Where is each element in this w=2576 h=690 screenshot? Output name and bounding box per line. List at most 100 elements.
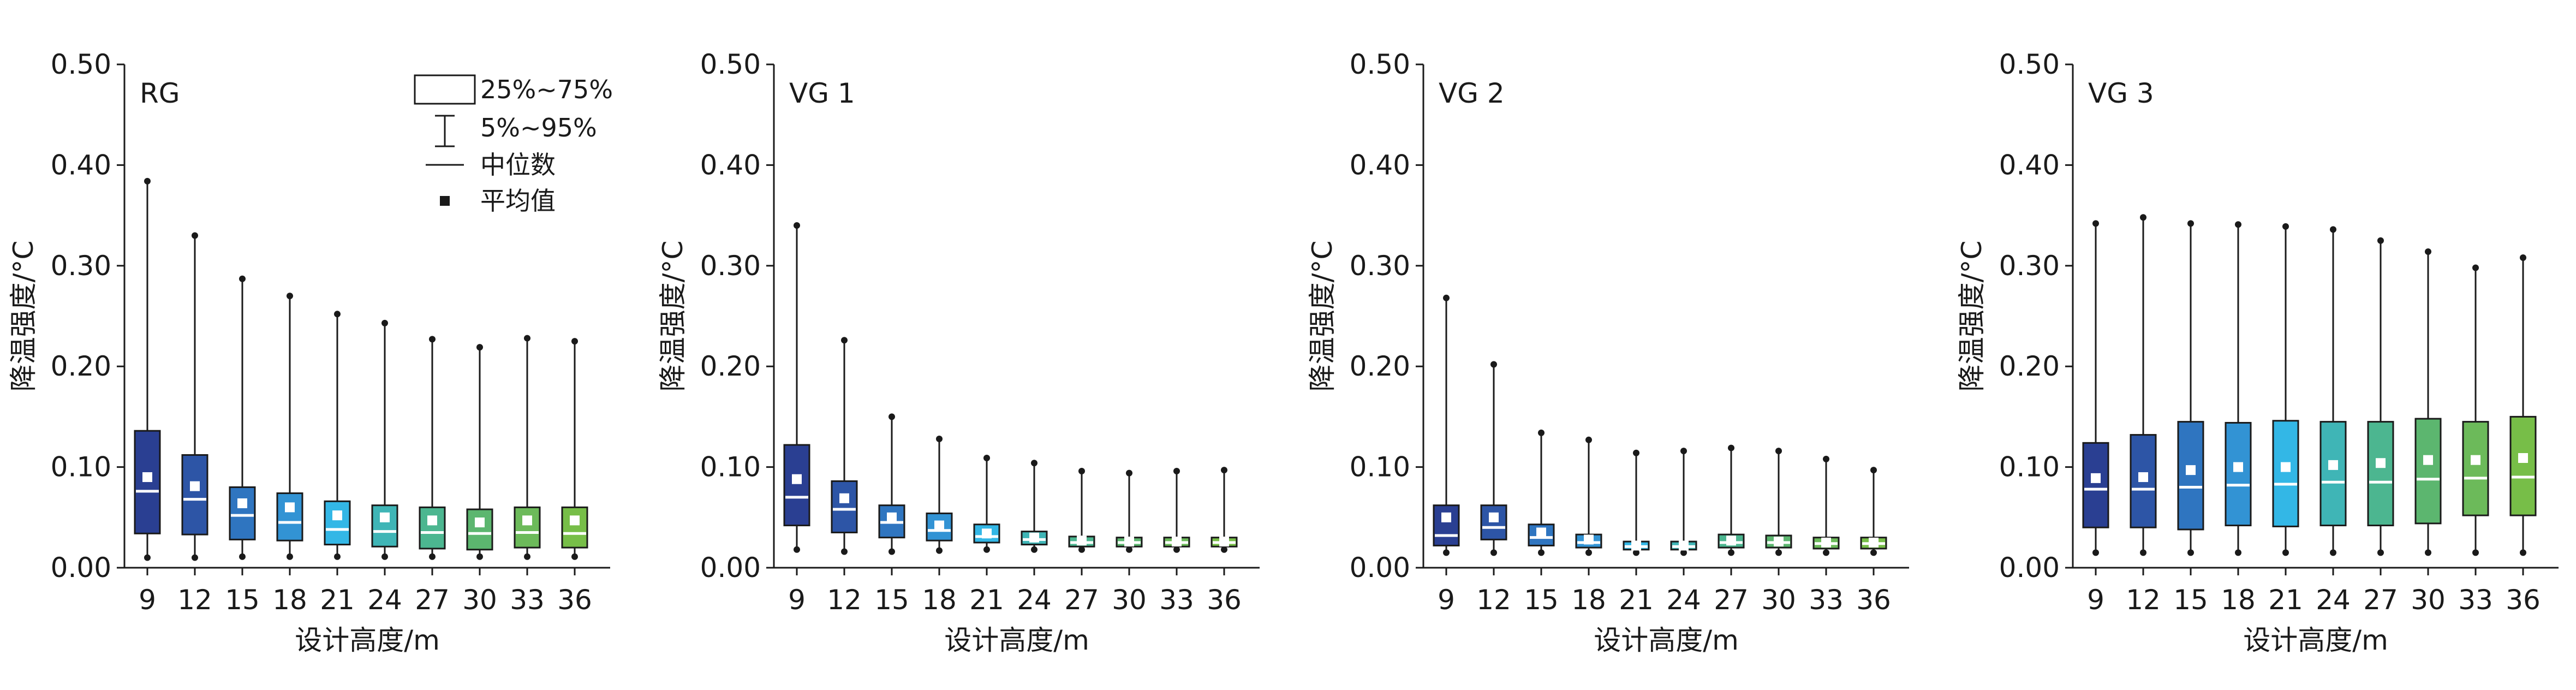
p95-cap [1490, 361, 1497, 368]
mean-marker [1774, 537, 1784, 547]
legend-whisker-label: 5%~95% [480, 113, 597, 142]
p95-cap [1870, 467, 1877, 474]
x-tick-label: 30 [462, 584, 497, 616]
x-tick-label: 36 [2506, 584, 2541, 616]
y-tick-label: 0.50 [1350, 49, 1410, 80]
box-30 [1765, 448, 1792, 556]
p5-cap [983, 546, 990, 553]
y-tick-label: 0.10 [1999, 451, 2060, 483]
mean-marker [2471, 455, 2480, 465]
x-tick-label: 24 [1666, 584, 1701, 616]
mean-marker [2518, 453, 2528, 463]
p95-cap [2140, 214, 2146, 221]
iqr-box [1433, 504, 1460, 546]
iqr-box [2082, 442, 2109, 528]
iqr-box [371, 504, 398, 548]
x-tick-label: 9 [1438, 584, 1455, 616]
mean-marker [1219, 537, 1229, 547]
box-12 [2130, 214, 2157, 556]
y-tick-label: 0.20 [51, 350, 111, 382]
iqr-box [419, 506, 446, 550]
x-axis-title: 设计高度/m [1594, 624, 1739, 656]
x-tick-label: 33 [2458, 584, 2493, 616]
p95-cap [334, 311, 341, 318]
p5-cap [841, 548, 848, 555]
mean-marker [1124, 537, 1134, 547]
x-axis-title: 设计高度/m [295, 624, 440, 656]
mean-marker [934, 520, 944, 531]
p5-cap [239, 553, 246, 560]
p5-cap [1633, 549, 1639, 556]
p95-cap [2235, 221, 2241, 228]
p5-cap [2330, 549, 2336, 556]
p5-cap [2425, 549, 2431, 556]
box-15 [878, 413, 905, 555]
panel-label: VG 1 [789, 78, 855, 109]
p95-cap [2092, 220, 2099, 227]
box-27 [1718, 444, 1745, 556]
y-tick-label: 0.20 [700, 350, 761, 382]
box-33 [2462, 264, 2489, 556]
p5-cap [1173, 546, 1180, 553]
box-24 [371, 319, 398, 560]
panel-1: 0.00 0.10 0.20 0.30 0.40 0.50 降温强度/°C 9 12 15 18 21… [8, 49, 613, 656]
mean-marker [285, 502, 295, 513]
iqr-box [2509, 415, 2537, 516]
mean-marker [1536, 527, 1546, 538]
mean-marker [522, 515, 532, 526]
y-tick-label: 0.00 [700, 552, 761, 584]
y-tick-label: 0.10 [1350, 451, 1410, 483]
mean-marker [1077, 536, 1087, 546]
iqr-box [783, 444, 810, 527]
p95-cap [2520, 254, 2526, 261]
mean-marker [1726, 536, 1736, 546]
box-9 [783, 222, 810, 553]
box-18 [276, 293, 303, 560]
y-tick-label: 0.50 [51, 49, 111, 80]
mean-marker [887, 512, 897, 522]
iqr-box [324, 500, 351, 546]
iqr-box [466, 508, 493, 551]
y-tick-label: 0.50 [1999, 49, 2060, 80]
x-tick-label: 30 [2411, 584, 2446, 616]
mean-marker [2328, 460, 2338, 470]
box-36 [1211, 467, 1238, 553]
x-tick-label: 18 [272, 584, 307, 616]
iqr-box [2414, 418, 2442, 525]
box-12 [181, 232, 208, 561]
y-axis-title: 降温强度/°C [657, 241, 689, 392]
mean-marker [2423, 455, 2433, 465]
p95-cap [2472, 264, 2479, 271]
y-axis-title: 降温强度/°C [1956, 241, 1988, 392]
x-tick-label: 30 [1761, 584, 1796, 616]
panel-4: 0.00 0.10 0.20 0.30 0.40 0.50 降温强度/°C 9 12 15 18 21… [1956, 49, 2559, 656]
mean-marker [2376, 458, 2386, 468]
p95-cap [571, 338, 578, 345]
p95-cap [2425, 248, 2431, 255]
y-tick-label: 0.30 [700, 250, 761, 282]
mean-marker [2138, 472, 2148, 483]
p95-cap [983, 455, 990, 462]
p95-cap [841, 337, 848, 344]
p5-cap [192, 554, 198, 561]
box-24 [1021, 460, 1048, 553]
x-tick-label: 21 [969, 584, 1004, 616]
p5-cap [524, 553, 530, 560]
iqr-box [2177, 421, 2204, 531]
panel-2: 0.00 0.10 0.20 0.30 0.40 0.50 降温强度/°C 9 12 15 18 21… [657, 49, 1260, 656]
box-12 [1480, 361, 1507, 556]
box-30 [1116, 469, 1143, 553]
p95-cap [794, 222, 800, 229]
box-12 [831, 337, 858, 555]
p95-cap [1633, 449, 1639, 456]
y-tick-label: 0.30 [1999, 250, 2060, 282]
p95-cap [239, 275, 246, 282]
y-axis-title: 降温强度/°C [8, 241, 39, 392]
iqr-box [514, 506, 541, 549]
mean-marker [792, 474, 802, 484]
x-tick-label: 15 [2173, 584, 2208, 616]
p5-cap [2092, 549, 2099, 556]
x-tick-label: 21 [2268, 584, 2303, 616]
p95-cap [192, 232, 198, 239]
p95-cap [1221, 467, 1227, 474]
